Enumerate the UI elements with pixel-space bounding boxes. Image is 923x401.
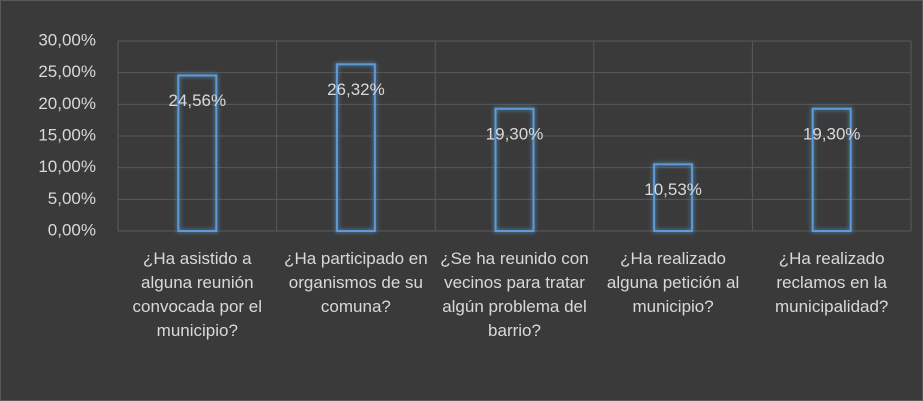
value-label: 19,30%: [803, 124, 861, 143]
value-label: 10,53%: [644, 180, 702, 199]
x-tick-label: ¿Ha asistido a alguna reunión convocada …: [132, 249, 263, 340]
x-tick-label: ¿Ha realizado alguna petición al municip…: [606, 249, 740, 316]
y-tick-label: 25,00%: [38, 62, 96, 81]
value-label: 26,32%: [327, 80, 385, 99]
value-label: 24,56%: [168, 91, 226, 110]
x-tick-label: ¿Ha realizado reclamos en la municipalid…: [774, 249, 889, 316]
value-label: 19,30%: [486, 124, 544, 143]
bar: [494, 107, 535, 232]
bar: [177, 74, 218, 232]
x-tick-label: ¿Ha participado en organismos de su comu…: [284, 249, 428, 316]
bar: [811, 107, 852, 232]
y-tick-label: 30,00%: [38, 30, 96, 49]
y-tick-label: 5,00%: [48, 189, 96, 208]
bar: [653, 163, 694, 232]
bar: [335, 63, 376, 232]
y-tick-label: 0,00%: [48, 220, 96, 239]
y-tick-label: 10,00%: [38, 157, 96, 176]
x-tick-label: ¿Se ha reunido con vecinos para tratar a…: [440, 249, 589, 340]
y-tick-label: 15,00%: [38, 125, 96, 144]
y-tick-label: 20,00%: [38, 94, 96, 113]
